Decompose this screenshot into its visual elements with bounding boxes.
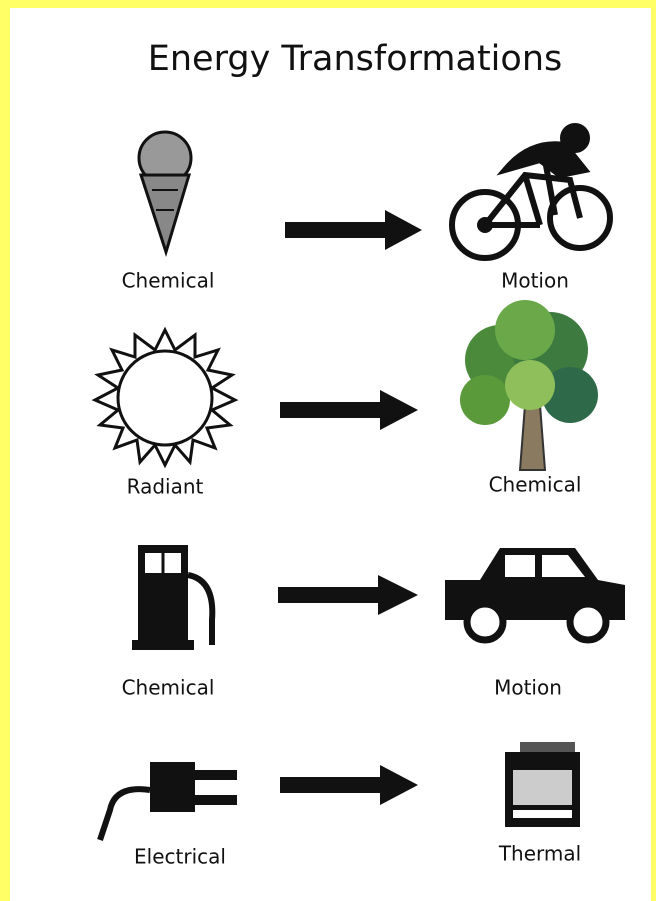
- arrow: [280, 765, 418, 805]
- arrows: [278, 210, 422, 805]
- title: Energy Transformations: [148, 39, 562, 79]
- result-label: Thermal: [498, 842, 581, 866]
- tree-icon: [460, 300, 598, 471]
- arrow: [278, 575, 418, 615]
- arrow: [285, 210, 422, 250]
- source-label: Electrical: [134, 845, 226, 869]
- result-label: Motion: [494, 676, 562, 700]
- source-label: Chemical: [122, 676, 215, 700]
- oven-icon: [505, 742, 580, 827]
- result-label: Chemical: [489, 473, 582, 497]
- result-label: Motion: [501, 269, 569, 293]
- car-icon: [445, 548, 625, 644]
- gas-pump-icon: [132, 545, 216, 650]
- plug-icon: [97, 762, 237, 841]
- source-label: Chemical: [122, 269, 215, 293]
- source-label: Radiant: [127, 475, 204, 499]
- arrow: [280, 390, 418, 430]
- ice-cream-icon: [137, 130, 193, 258]
- bicycle-icon: [449, 123, 613, 261]
- sun-icon: [91, 326, 239, 469]
